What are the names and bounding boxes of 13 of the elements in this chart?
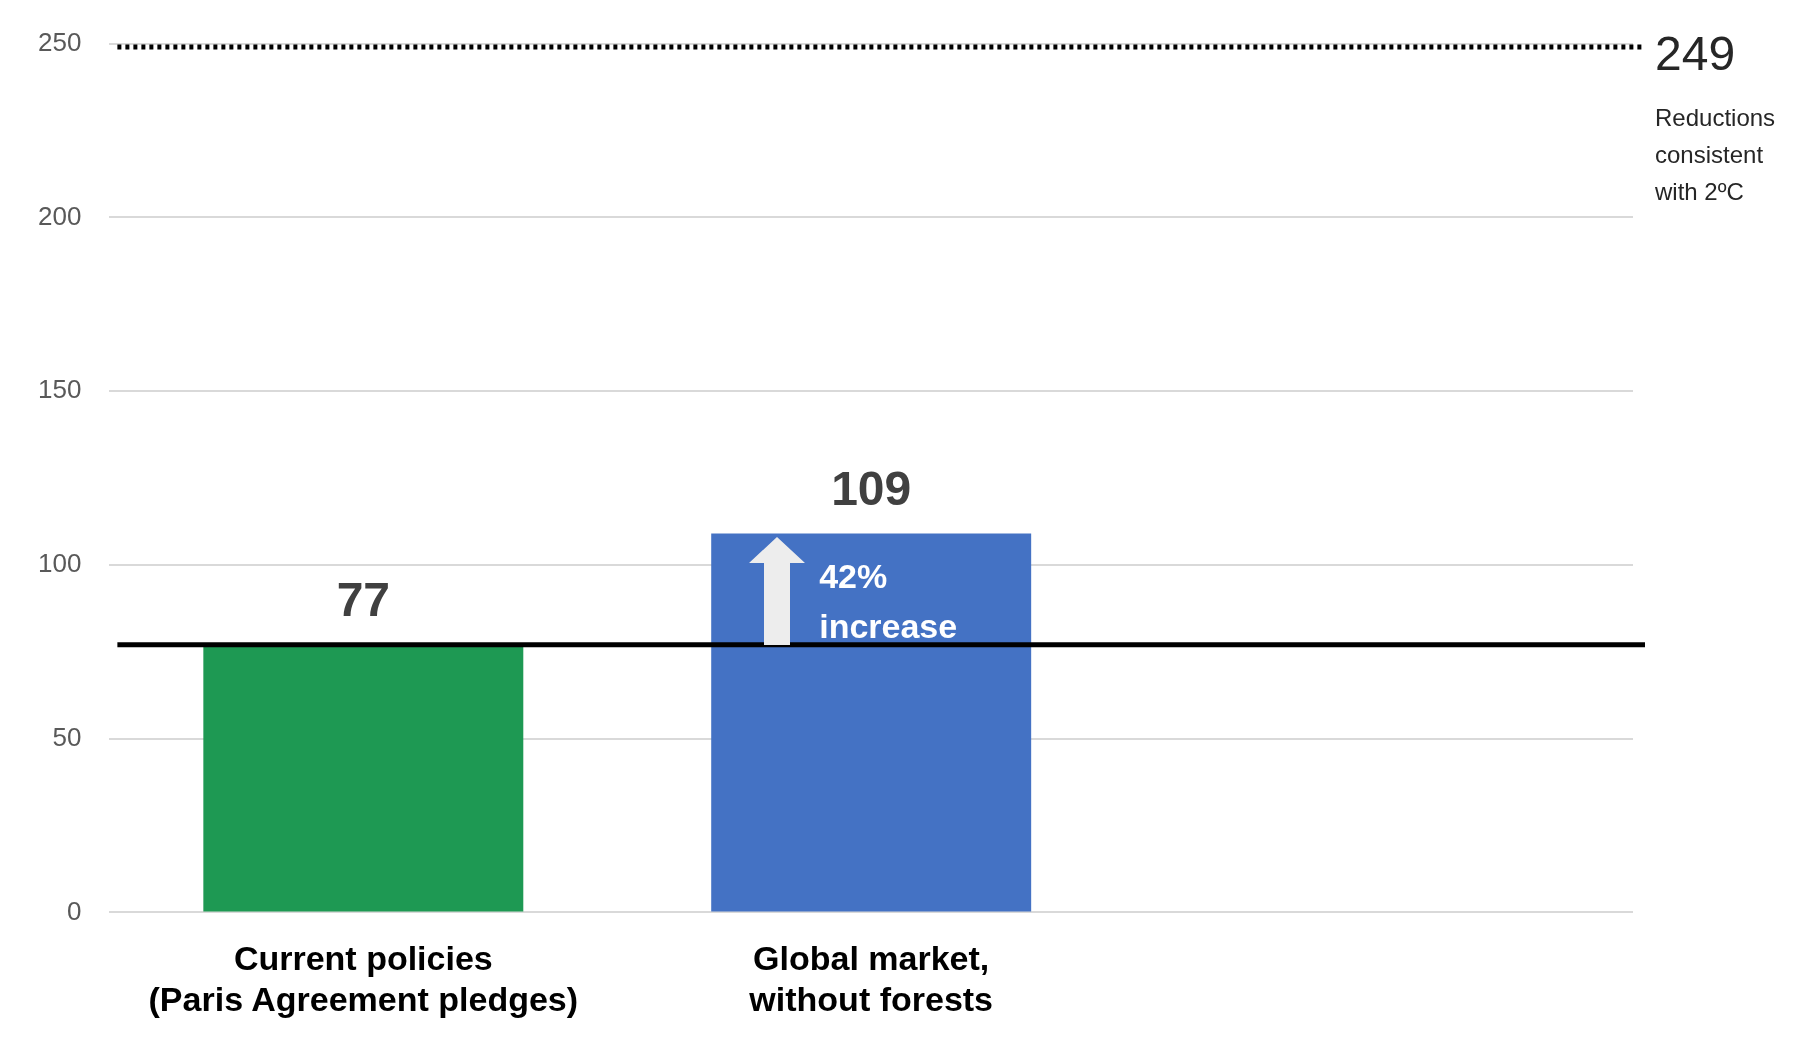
x-tick-label: Current policies (Paris Agreement pledges) [148, 939, 579, 1018]
y-tick-label: 50 [52, 721, 82, 752]
x-tick-label: Global market, without forests [748, 939, 994, 1018]
y-tick-label: 150 [37, 374, 82, 405]
y-tick-label: 0 [66, 895, 82, 926]
text: Reductions consistent with 2ºC [1654, 103, 1776, 205]
y-tick-label: 100 [37, 548, 82, 579]
annotation: 42% increase [819, 556, 958, 645]
ref-line-label: 249 [1655, 27, 1736, 81]
data-label: 109 [831, 461, 912, 515]
y-tick-label: 200 [37, 200, 82, 231]
y-tick-label: 250 [37, 26, 82, 57]
data-label: 77 [336, 573, 391, 627]
